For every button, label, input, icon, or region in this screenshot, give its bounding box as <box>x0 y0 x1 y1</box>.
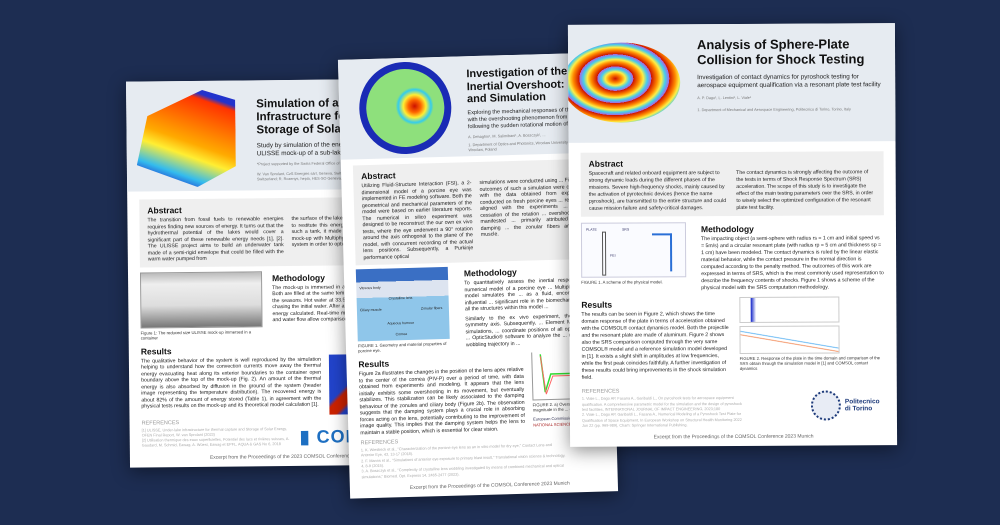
time-domain-plot <box>739 296 840 324</box>
poster-footer: Excerpt from the Proceedings of the COMS… <box>653 433 814 441</box>
figure-caption: FIGURE 1. A scheme of the physical model… <box>581 279 663 285</box>
eye-simulation-image <box>358 60 453 156</box>
results-text: The qualitative behavior of the system i… <box>140 356 322 410</box>
results-text: The results can be seen in Figure 2, whi… <box>581 311 729 382</box>
poster-header: Analysis of Sphere-Plate Collision for S… <box>567 23 896 143</box>
affiliation: 1. Department of Mechanical and Aerospac… <box>697 106 851 112</box>
figure-caption: Figure 1: The reduced size ULISSE mock-u… <box>140 328 252 341</box>
abstract-text: The contact dynamics is strongly affecti… <box>736 169 874 212</box>
results-heading: Results <box>581 299 613 311</box>
figure-label: Crystalline lens <box>388 295 413 301</box>
abstract-section: Abstract Utilizing Fluid-Structure Inter… <box>352 158 600 266</box>
references-heading: REFERENCES <box>581 388 620 396</box>
physical-model-scheme: PLATE SRS FEI <box>580 222 687 278</box>
simulation-render-image <box>136 84 247 187</box>
methodology-heading: Methodology <box>700 223 754 235</box>
figure-label: Zonular fibers <box>420 306 443 311</box>
authors: A. P. Dago¹, L. Lentini¹, L. Viale¹ <box>697 96 752 101</box>
figure-caption: FIGURE 1. Geometry and material properti… <box>357 340 447 354</box>
references-section: REFERENCES 1. K. Wiesbeck et al., "Chara… <box>361 435 567 481</box>
abstract-text: The transition from fossil fuels to rene… <box>147 216 284 263</box>
results-heading: Results <box>140 345 172 357</box>
poster-subtitle: Investigation of contact dynamics for py… <box>697 73 881 90</box>
reference: [2] Utilisation thermique des eaux super… <box>141 437 290 448</box>
reference: 1. Viale L., Dago AP, Fasana A., Garibal… <box>581 396 742 412</box>
seal-icon <box>810 390 841 421</box>
abstract-text: Utilizing Fluid-Structure Interaction (F… <box>361 180 474 261</box>
plate-simulation-image <box>567 42 681 123</box>
poster-title: Analysis of Sphere-Plate Collision for S… <box>696 36 865 68</box>
abstract-heading: Abstract <box>588 158 624 169</box>
figure-caption: FIGURE 2. Response of the plate in the t… <box>739 355 881 372</box>
scheme-label: PLATE <box>585 227 597 232</box>
scheme-label: SRS <box>621 227 630 232</box>
figure-label: Cornea <box>395 332 408 337</box>
logo-text: Politecnico di Torino <box>844 398 880 413</box>
results-text: Figure 2a illustrates the changes in the… <box>358 366 526 436</box>
poster-sphere-plate-collision: Analysis of Sphere-Plate Collision for S… <box>567 23 898 447</box>
figure-label: Ciliary muscle <box>359 307 382 313</box>
politecnico-logo: Politecnico di Torino <box>750 384 885 429</box>
reference: 2. Viale L., Dago AP, Garibaldi L., Fasa… <box>581 412 742 428</box>
srs-comparison-plot <box>739 325 840 355</box>
abstract-text: Spacecraft and related onboard equipment… <box>588 170 727 212</box>
abstract-section: Abstract Spacecraft and related onboard … <box>580 151 884 217</box>
eye-geometry-figure: Vitreous body Ciliary muscle Crystalline… <box>355 266 450 342</box>
methodology-text: The impacting object (a semi-sphere with… <box>701 235 884 292</box>
mockup-photo <box>139 270 263 329</box>
scheme-label: FEI <box>610 253 616 258</box>
figure-label: Aqueous humour <box>387 320 415 326</box>
figure-label: Vitreous body <box>359 285 381 291</box>
